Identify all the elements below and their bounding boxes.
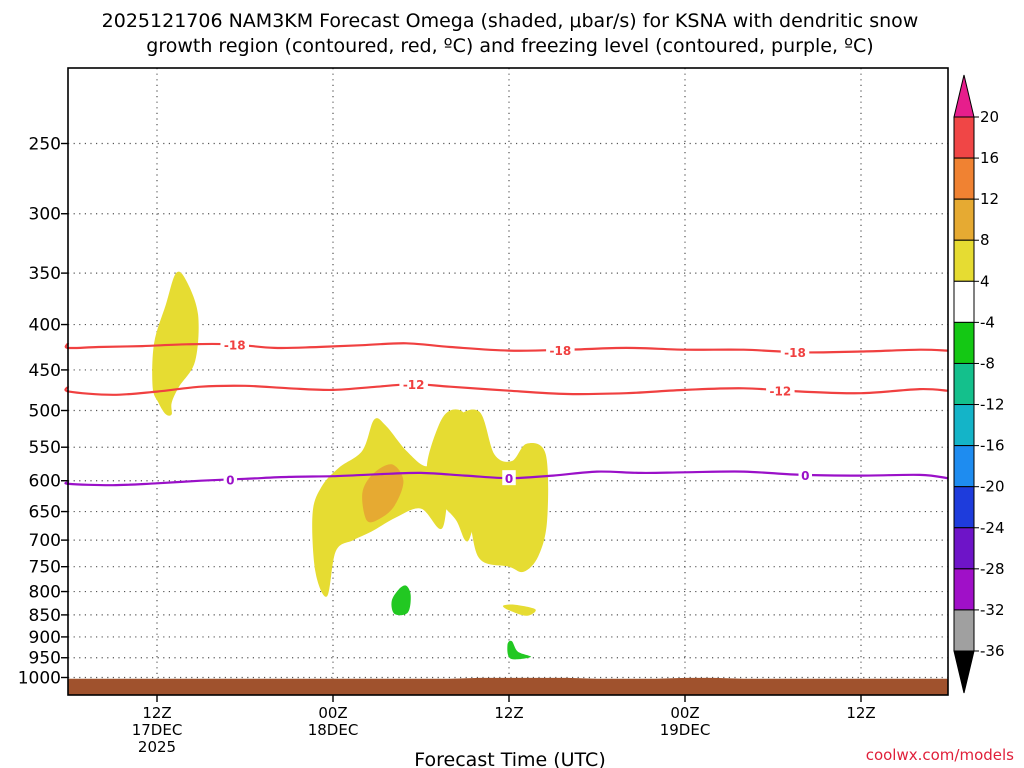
plot-frame bbox=[67, 67, 949, 696]
contour-label-bg-0-c-freezing-level-0 bbox=[223, 471, 238, 487]
x-axis-label: Forecast Time (UTC) bbox=[414, 749, 605, 768]
contour-label-bg--18-c-isotherm-0 bbox=[220, 336, 249, 352]
omega-region-yellow-4-8-small bbox=[502, 604, 536, 616]
colorbar-bin--8 bbox=[953, 362, 975, 406]
contour-label-bg--12-c-isotherm-1 bbox=[766, 382, 795, 398]
contour-label-bg--18-c-isotherm-1 bbox=[546, 341, 575, 357]
colorbar-bin-4 bbox=[953, 280, 975, 323]
y-tick-label-250: 250 bbox=[29, 135, 61, 155]
y-tick-label-800: 800 bbox=[29, 583, 61, 603]
colorbar-bin--16 bbox=[953, 445, 975, 488]
colorbar-label--12: -12 bbox=[980, 396, 1005, 414]
y-tick-label-550: 550 bbox=[29, 438, 61, 458]
x-tick-label-36-1: 19DEC bbox=[660, 721, 711, 739]
colorbar-label--4: -4 bbox=[980, 313, 995, 331]
colorbar-label--32: -32 bbox=[980, 601, 1005, 619]
colorbar-label-12: 12 bbox=[980, 190, 999, 208]
x-tick-label-12-1: 18DEC bbox=[308, 721, 359, 739]
colorbar-bin--28 bbox=[953, 568, 975, 611]
contour-label-0-c-freezing-level-1: 0 bbox=[505, 472, 513, 486]
contour-label--18-c-isotherm-1: -18 bbox=[549, 344, 571, 358]
colorbar: 20 16 12 8 4 -4 -8 -12 -16 -20 -24 -28 -32 -36 bbox=[953, 74, 1005, 694]
chart-title-line2: growth region (contoured, red, ºC) and f… bbox=[146, 35, 873, 57]
contour--12-c-isotherm bbox=[64, 383, 949, 396]
y-tick-label-300: 300 bbox=[29, 205, 61, 225]
y-tick-label-900: 900 bbox=[29, 628, 61, 648]
colorbar-label-8: 8 bbox=[980, 231, 990, 249]
y-tick-label-650: 650 bbox=[29, 503, 61, 523]
contour-label-0-c-freezing-level-2: 0 bbox=[801, 469, 809, 483]
y-tick-label-600: 600 bbox=[29, 472, 61, 492]
colorbar-label-16: 16 bbox=[980, 149, 999, 167]
contour-label-0-c-freezing-level-0: 0 bbox=[226, 473, 234, 487]
colorbar-label--20: -20 bbox=[980, 478, 1005, 496]
colorbar-bin-8 bbox=[953, 239, 975, 282]
omega-region-yellow-4-8-main-a bbox=[312, 409, 549, 597]
colorbar-label-20: 20 bbox=[980, 108, 999, 126]
contour-label-bg-0-c-freezing-level-1 bbox=[502, 470, 516, 486]
omega-region-green-8-to-4-a bbox=[391, 585, 411, 616]
x-tick-label-0-0: 12Z bbox=[142, 704, 171, 722]
contour-label--12-c-isotherm-0: -12 bbox=[403, 378, 425, 392]
colorbar-bin--20 bbox=[953, 486, 975, 529]
y-tick-label-450: 450 bbox=[29, 361, 61, 381]
colorbar-bin--32 bbox=[953, 609, 975, 652]
colorbar-label-4: 4 bbox=[980, 272, 990, 290]
colorbar-bin--4 bbox=[953, 321, 975, 364]
contour-layer: -18 -18 -18 -12 -12 0 0 0 bbox=[64, 336, 949, 487]
colorbar-label--36: -36 bbox=[980, 642, 1005, 660]
colorbar-label--24: -24 bbox=[980, 519, 1005, 537]
y-tick-label-500: 500 bbox=[29, 402, 61, 422]
y-tick-label-700: 700 bbox=[29, 531, 61, 551]
colorbar-bin-16 bbox=[953, 157, 975, 200]
y-tick-label-750: 750 bbox=[29, 558, 61, 578]
y-tick-label-850: 850 bbox=[29, 606, 61, 626]
plot-area bbox=[68, 68, 948, 695]
y-tick-label-1000: 1000 bbox=[18, 669, 61, 689]
x-tick-label-48-0: 12Z bbox=[846, 704, 875, 722]
contour-label-bg--12-c-isotherm-0 bbox=[399, 376, 428, 392]
omega-region-green-8-to-4-b bbox=[507, 640, 532, 660]
contour-label-bg--18-c-isotherm-2 bbox=[780, 344, 810, 360]
colorbar-bin-12 bbox=[953, 198, 975, 241]
colorbar-triangle-top bbox=[953, 74, 975, 118]
colorbar-bin--12 bbox=[953, 404, 975, 447]
contour-label--18-c-isotherm-0: -18 bbox=[224, 339, 246, 353]
y-axis: 2503003504004505005506006507007508008509… bbox=[18, 135, 68, 689]
contour-label--12-c-isotherm-1: -12 bbox=[769, 384, 791, 398]
y-tick-label-400: 400 bbox=[29, 316, 61, 336]
colorbar-label--16: -16 bbox=[980, 437, 1005, 455]
credit-text: coolwx.com/models bbox=[866, 746, 1014, 764]
colorbar-label--8: -8 bbox=[980, 354, 995, 372]
x-tick-label-24-0: 12Z bbox=[494, 704, 523, 722]
y-tick-label-950: 950 bbox=[29, 649, 61, 669]
x-tick-label-0-2: 2025 bbox=[138, 738, 176, 756]
surface-terrain bbox=[68, 677, 948, 695]
colorbar-bin-20 bbox=[953, 116, 975, 159]
colorbar-bin--24 bbox=[953, 527, 975, 570]
contour-label--18-c-isotherm-2: -18 bbox=[784, 346, 806, 360]
colorbar-triangle-bottom bbox=[953, 650, 975, 694]
x-tick-label-0-1: 17DEC bbox=[132, 721, 183, 739]
contour-0-c-freezing-level bbox=[64, 470, 949, 487]
y-tick-label-350: 350 bbox=[29, 264, 61, 284]
surface-terrain-layer bbox=[68, 677, 948, 695]
contour-label-bg-0-c-freezing-level-2 bbox=[798, 466, 813, 482]
chart-title-line1: 2025121706 NAM3KM Forecast Omega (shaded… bbox=[102, 10, 919, 32]
x-tick-label-12-0: 00Z bbox=[318, 704, 347, 722]
x-tick-label-36-0: 00Z bbox=[670, 704, 699, 722]
colorbar-label--28: -28 bbox=[980, 560, 1005, 578]
omega-region-orange-8-12 bbox=[362, 464, 404, 523]
